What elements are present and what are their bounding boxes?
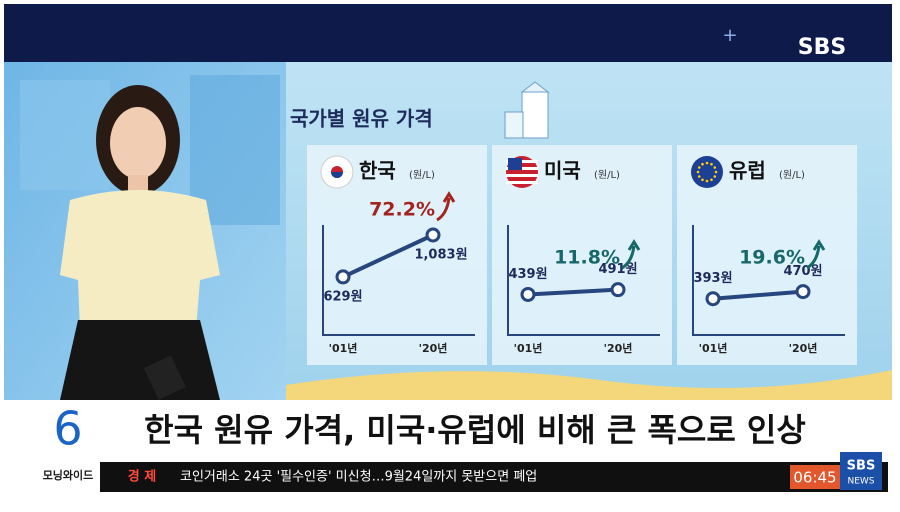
x-tick-label: '01년 xyxy=(699,341,728,355)
flag xyxy=(714,170,718,174)
x-tick-label: '20년 xyxy=(604,341,633,355)
chart-unit: (원/L) xyxy=(779,169,805,181)
flag xyxy=(696,170,700,174)
clock-box xyxy=(790,465,840,489)
flag xyxy=(508,158,522,170)
x-tick-label: '01년 xyxy=(514,341,543,355)
charts: 한국 (원/L) 629원 '01년 1,083원 '20년 72.2% 미국 (원/L) 439… xyxy=(307,145,857,365)
flag xyxy=(701,162,704,166)
corner-logo xyxy=(840,452,882,490)
data-point xyxy=(705,291,721,307)
flag xyxy=(506,181,538,184)
chart-unit: (원/L) xyxy=(594,169,620,181)
corner-logo-bottom: NEWS xyxy=(847,477,874,487)
data-point xyxy=(795,284,811,300)
flag xyxy=(713,175,717,178)
change-arrow xyxy=(436,191,456,222)
value-label: 439원 xyxy=(508,267,547,282)
flag xyxy=(691,156,723,188)
value-label: 470원 xyxy=(783,264,822,279)
value-label: 629원 xyxy=(323,289,362,304)
change-label: 11.8% xyxy=(554,247,620,269)
flag xyxy=(705,161,709,165)
sbs-logo: SBS xyxy=(798,35,846,60)
x-tick-label: '01년 xyxy=(329,341,358,355)
flag xyxy=(697,175,701,178)
program-number: 6 xyxy=(53,402,82,456)
data-point xyxy=(610,282,626,298)
data-point xyxy=(520,286,536,302)
flag xyxy=(710,178,713,182)
flag xyxy=(506,174,538,177)
value-label: 491원 xyxy=(598,262,637,277)
data-line xyxy=(527,287,619,297)
top-band xyxy=(4,4,892,62)
data-point xyxy=(335,269,351,285)
ticker-text: 코인거래소 24곳 '필수인증' 미신청…9월24일까지 못받으면 폐업 xyxy=(180,470,537,485)
flag xyxy=(710,162,713,166)
milk-icon xyxy=(504,81,550,139)
studio-panel xyxy=(20,80,110,190)
chart-title: 유럽 xyxy=(729,159,766,183)
flag xyxy=(713,166,717,169)
ticker-bar xyxy=(100,462,888,492)
clock: 06:45 xyxy=(793,469,836,487)
change-label: 72.2% xyxy=(369,199,435,221)
axis xyxy=(507,225,660,336)
value-label: 393원 xyxy=(693,271,732,286)
flag xyxy=(701,178,704,182)
data-line xyxy=(342,233,434,279)
field xyxy=(286,370,892,400)
sparkle: + xyxy=(722,25,737,46)
flag xyxy=(331,172,343,178)
x-tick-label: '20년 xyxy=(419,341,448,355)
change-arrow xyxy=(806,239,826,270)
program-badge xyxy=(4,400,100,492)
chart-title: 한국 xyxy=(359,159,396,183)
chart-title: 미국 xyxy=(544,159,581,183)
x-tick-label: '20년 xyxy=(789,341,818,355)
chart-unit: (원/L) xyxy=(409,169,435,181)
data-point xyxy=(425,227,441,243)
panel-title: 국가별 원유 가격 xyxy=(290,107,433,131)
change-arrow xyxy=(621,239,641,270)
corner-logo-top: SBS xyxy=(847,459,876,474)
change-label: 19.6% xyxy=(739,247,805,269)
ticker-section: 경 제 xyxy=(128,469,156,485)
headline-box xyxy=(100,400,850,462)
axis xyxy=(322,225,475,336)
data-line xyxy=(712,289,804,301)
headline: 한국 원유 가격, 미국·유럽에 비해 큰 폭으로 인상 xyxy=(144,411,806,449)
flag xyxy=(705,179,709,183)
axis xyxy=(692,225,845,336)
flag xyxy=(697,166,701,169)
value-label: 1,083원 xyxy=(414,248,467,263)
program-name: 모닝와이드 xyxy=(43,468,94,482)
